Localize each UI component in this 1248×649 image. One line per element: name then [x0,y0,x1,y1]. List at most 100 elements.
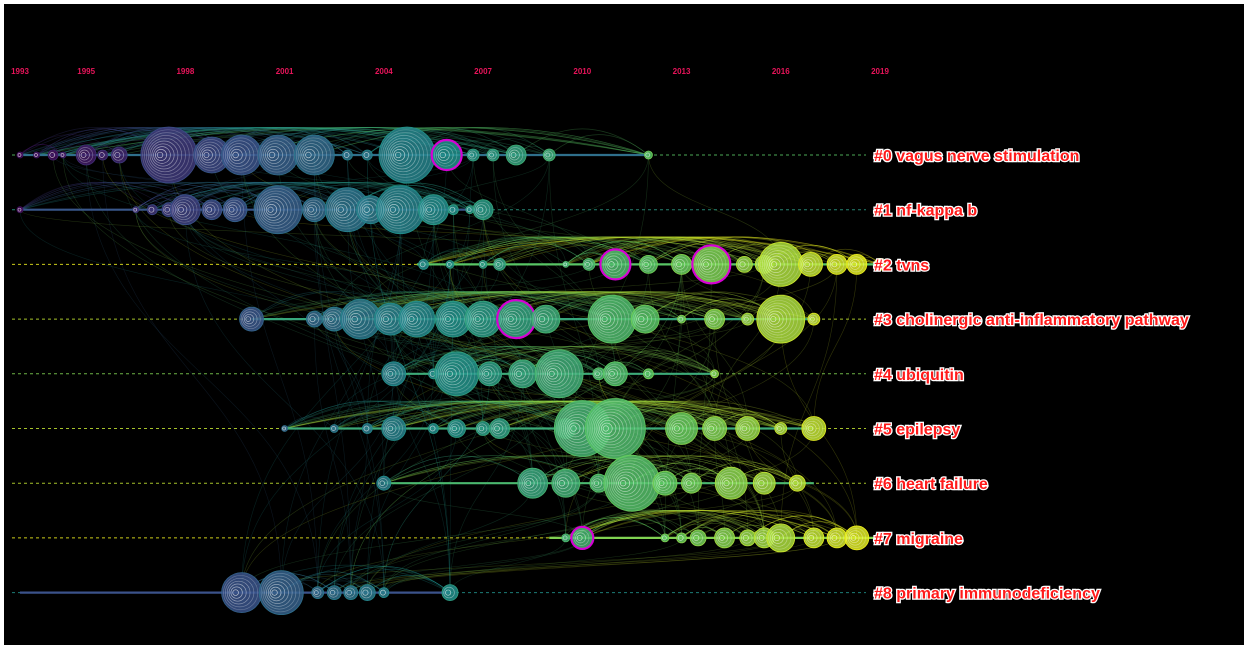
node-ring [593,480,600,486]
node-ring [506,313,518,325]
citation-arc [334,400,814,429]
citation-node [531,304,561,334]
node-ring [599,419,617,438]
citation-node [221,134,263,176]
citation-arc [449,236,781,265]
node-ring [654,473,675,494]
citation-node [465,205,475,215]
node-ring [482,368,493,379]
node-ring [702,261,709,268]
citation-node [517,467,549,499]
citation-link [449,209,454,593]
node-ring [408,316,415,323]
node-disc [466,148,480,162]
node-ring [255,188,299,232]
node-ring [306,204,318,215]
citation-arc [211,181,484,211]
node-ring [658,480,665,486]
node-ring [384,198,407,221]
citation-arc [499,236,781,265]
node-ring [636,313,649,326]
citation-arc [185,181,484,211]
citation-node [340,298,382,340]
citation-arc [582,517,682,539]
citation-arc [334,568,451,593]
node-disc [508,359,538,389]
citation-node [140,126,198,184]
citation-node [434,351,480,397]
node-ring [260,572,300,613]
node-ring [325,311,341,327]
node-ring [230,586,243,599]
citation-link [697,483,798,538]
citation-link [681,264,748,429]
citation-arc [582,510,748,539]
node-ring [759,300,798,339]
citation-node [361,149,373,161]
citation-arc [314,127,649,156]
citation-node [311,586,325,599]
node-ring [619,480,627,487]
citation-link [102,154,815,429]
node-ring [156,151,164,159]
node-ring [446,262,452,267]
node-disc [361,423,373,434]
node-ring [607,460,653,506]
node-ring [385,137,421,173]
citation-node [826,527,848,549]
citation-link [347,209,385,484]
node-ring [487,150,497,160]
citation-link [85,154,583,538]
node-ring [537,313,549,326]
citation-arc [565,455,798,484]
node-ring [666,414,695,443]
citation-link [19,209,434,374]
node-ring [226,580,251,605]
citation-arc [482,238,616,265]
node-disc [873,257,887,271]
node-ring [444,367,457,380]
citation-node [766,523,796,553]
citation-link [582,483,798,538]
node-ring [805,530,821,546]
node-ring [114,151,121,159]
citation-arc [383,455,765,484]
node-ring [257,190,296,229]
citation-node [75,144,97,166]
node-ring [655,475,671,491]
node-ring [499,303,532,335]
node-ring [768,313,780,325]
burst-ring [599,248,632,281]
node-disc [702,416,728,441]
node-ring [282,426,286,431]
citation-arc [334,400,500,429]
node-ring [343,152,350,158]
citation-arc [284,400,814,429]
node-ring [490,420,507,437]
node-ring [717,532,729,544]
node-ring [419,261,426,268]
node-disc [844,525,870,551]
node-ring [260,196,288,224]
citation-arc [499,236,649,265]
node-ring [295,137,331,173]
node-disc [447,204,459,216]
citation-node [599,248,632,281]
node-ring [634,310,652,328]
node-ring [334,201,352,219]
node-disc [630,304,660,334]
citation-link [185,209,524,374]
node-ring [522,475,538,492]
node-ring [426,206,432,213]
node-ring [518,470,545,497]
node-ring [707,313,719,325]
node-ring [225,202,241,218]
node-ring [828,530,844,546]
node-ring [378,478,389,489]
citation-link [453,319,666,484]
citation-link [350,537,583,593]
citation-arc [582,510,857,539]
node-ring [616,474,634,492]
node-ring [419,196,446,223]
citation-arc [423,236,712,265]
